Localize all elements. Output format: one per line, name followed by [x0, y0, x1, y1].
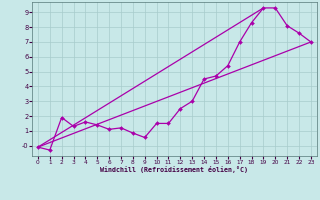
X-axis label: Windchill (Refroidissement éolien,°C): Windchill (Refroidissement éolien,°C)	[100, 166, 248, 173]
